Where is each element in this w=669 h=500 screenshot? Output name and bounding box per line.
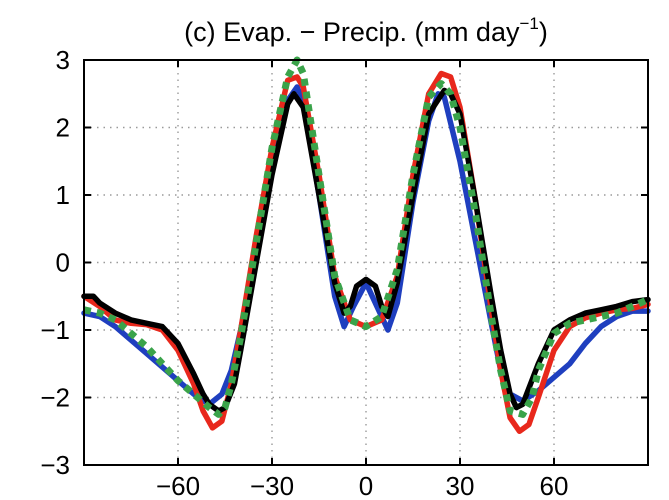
y-tick-labels: 3 2 1 0 −1 −2 −3: [40, 45, 70, 480]
chart-title-main: (c) Evap. − Precip. (mm day: [184, 17, 520, 47]
series-line-3: [81, 87, 651, 414]
x-tick-label: −30: [250, 471, 294, 500]
y-tick-label: 0: [56, 248, 70, 278]
grid: [84, 60, 648, 465]
x-tick-label: −60: [156, 471, 200, 500]
y-tick-label: 3: [56, 45, 70, 75]
y-tick-label: −3: [40, 450, 70, 480]
y-tick-label: 1: [56, 180, 70, 210]
series-layer: [81, 56, 651, 435]
chart-title: (c) Evap. − Precip. (mm day−1): [184, 14, 548, 47]
x-tick-label: 60: [540, 471, 569, 500]
y-tick-label: 2: [56, 113, 70, 143]
y-tick-label: −1: [40, 315, 70, 345]
x-tick-label: 30: [446, 471, 475, 500]
series-line-1: [81, 84, 651, 408]
chart-title-sup: −1: [519, 14, 538, 33]
x-tick-labels: −60 −30 0 30 60: [156, 471, 569, 500]
x-tick-label: 0: [359, 471, 373, 500]
series-line-4: [83, 56, 650, 418]
y-tick-label: −2: [40, 383, 70, 413]
tick-marks: [84, 59, 648, 466]
chart-title-close: ): [539, 17, 548, 47]
